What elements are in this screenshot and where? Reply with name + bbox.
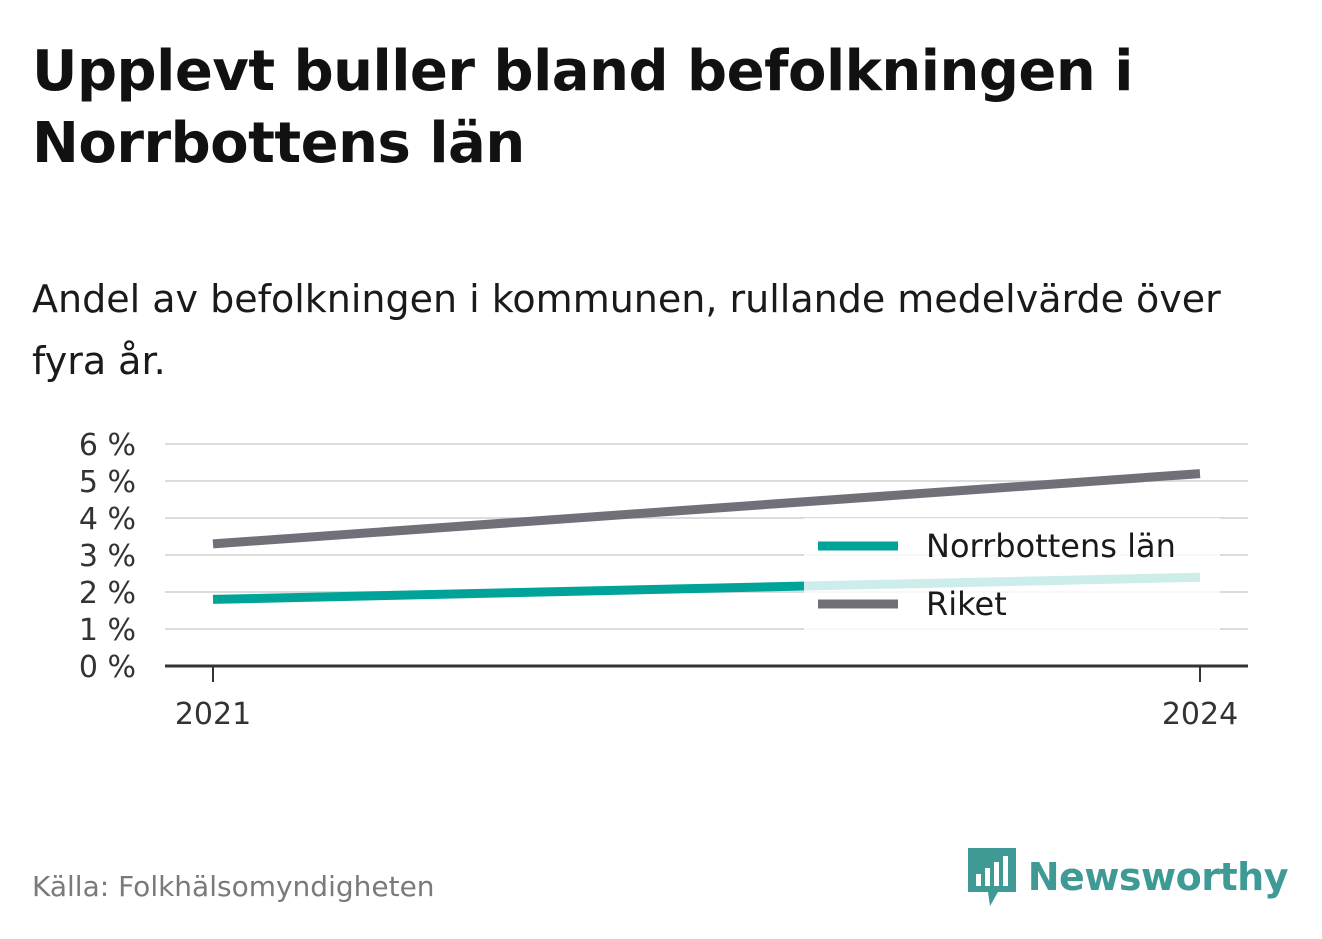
legend: Norrbottens län Riket [804,518,1220,630]
legend-label: Riket [926,585,1007,623]
x-tick-label: 2021 [175,697,251,732]
y-tick-label: 6 % [79,428,136,463]
x-axis: 2021 2024 [165,664,1248,732]
series-line [212,469,1201,549]
y-tick-label: 2 % [79,576,136,611]
x-tick-label: 2024 [1162,697,1238,732]
y-tick-label: 0 % [79,650,136,685]
brand-name: Newsworthy [1027,855,1289,899]
chart-subtitle: Andel av befolkningen i kommunen, rullan… [32,277,1221,383]
y-tick-label: 5 % [79,465,136,500]
y-tick-label: 1 % [79,613,136,648]
y-tick-label: 4 % [79,502,136,537]
legend-label: Norrbottens län [926,527,1176,565]
newsworthy-logo-icon [967,848,1016,906]
y-tick-label: 3 % [79,539,136,574]
chart-title: Upplevt buller bland befolkningen i Norr… [32,39,1133,176]
brand: Newsworthy [967,848,1289,906]
legend-background [804,518,1220,630]
y-axis: 0 %1 %2 %3 %4 %5 %6 % [79,428,136,685]
source-note: Källa: Folkhälsomyndigheten [32,870,435,903]
